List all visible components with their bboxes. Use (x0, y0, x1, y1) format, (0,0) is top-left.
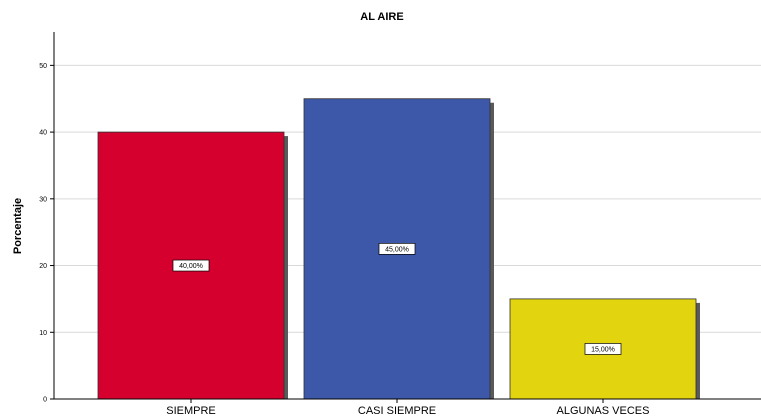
y-tick-label: 40 (39, 130, 47, 137)
y-tick-label: 50 (39, 63, 47, 70)
x-tick-label: ALGUNAS VECES (557, 405, 650, 417)
y-tick-label: 10 (39, 330, 47, 337)
x-tick-label: SIEMPRE (166, 405, 216, 417)
data-label-box (584, 343, 622, 355)
y-ticks: 0 10 20 30 40 50 (39, 63, 54, 404)
data-label: 40,00% (179, 263, 203, 270)
data-label: 45,00% (385, 246, 409, 253)
data-label-box (172, 259, 210, 272)
data-labels: 40,00% 45,00% 15,00% (172, 243, 622, 355)
x-ticks: SIEMPRE CASI SIEMPRE ALGUNAS VECES (166, 399, 649, 417)
y-tick-label: 30 (39, 196, 47, 203)
y-tick-label: 20 (39, 263, 47, 270)
data-label-box (378, 243, 416, 255)
axes (53, 32, 761, 400)
y-axis-label: Porcentaje (12, 198, 24, 254)
data-label: 15,00% (591, 346, 615, 353)
x-tick-label: CASI SIEMPRE (358, 405, 436, 417)
chart-title: AL AIRE (360, 11, 403, 23)
y-tick-label: 0 (43, 397, 47, 404)
